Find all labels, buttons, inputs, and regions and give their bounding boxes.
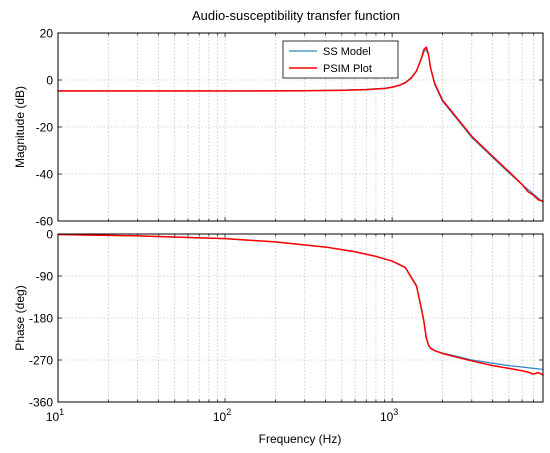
phase-y-tick-label: -90 <box>36 270 54 284</box>
x-tick-labels: 101 102 103 <box>46 407 399 424</box>
magnitude-y-ticks: 20 0 -20 -40 -60 <box>36 27 54 229</box>
legend-label-ss-model: SS Model <box>323 46 371 58</box>
phase-y-tick-label: -270 <box>29 354 53 368</box>
magnitude-y-tick-label: 20 <box>40 27 54 41</box>
phase-y-tick-label: -180 <box>29 312 53 326</box>
magnitude-grid <box>58 32 543 222</box>
legend: SS Model PSIM Plot <box>282 40 399 79</box>
x-axis-label: Frequency (Hz) <box>259 432 342 446</box>
magnitude-ylabel: Magnitude (dB) <box>13 86 27 168</box>
x-tick-label: 101 <box>46 407 64 424</box>
phase-panel: 0 -90 -180 -270 -360 Phase (deg) <box>13 228 544 410</box>
phase-y-tick-label: -360 <box>29 396 53 410</box>
x-tick-label: 103 <box>380 407 398 424</box>
magnitude-axes-box <box>57 32 544 222</box>
phase-series <box>57 233 544 376</box>
phase-y-ticks: 0 -90 -180 -270 -360 <box>29 228 53 410</box>
phase-ylabel: Phase (deg) <box>13 285 27 350</box>
chart-title: Audio-susceptibility transfer function <box>192 8 400 23</box>
magnitude-panel: 20 0 -20 -40 -60 Magnitude (dB) SS Model PSI… <box>13 27 544 229</box>
phase-y-tick-label: 0 <box>46 228 53 242</box>
magnitude-y-tick-label: 0 <box>46 74 53 88</box>
magnitude-y-tick-label: -20 <box>36 121 54 135</box>
phase-axes-box <box>57 233 544 403</box>
magnitude-series-psim-plot <box>57 46 544 202</box>
magnitude-y-tick-label: -40 <box>36 168 54 182</box>
phase-series-psim-plot <box>57 233 544 376</box>
legend-label-psim-plot: PSIM Plot <box>323 63 372 75</box>
magnitude-y-tick-label: -60 <box>36 215 54 229</box>
legend-box <box>282 40 399 79</box>
magnitude-series <box>57 46 544 203</box>
x-tick-label: 102 <box>213 407 231 424</box>
